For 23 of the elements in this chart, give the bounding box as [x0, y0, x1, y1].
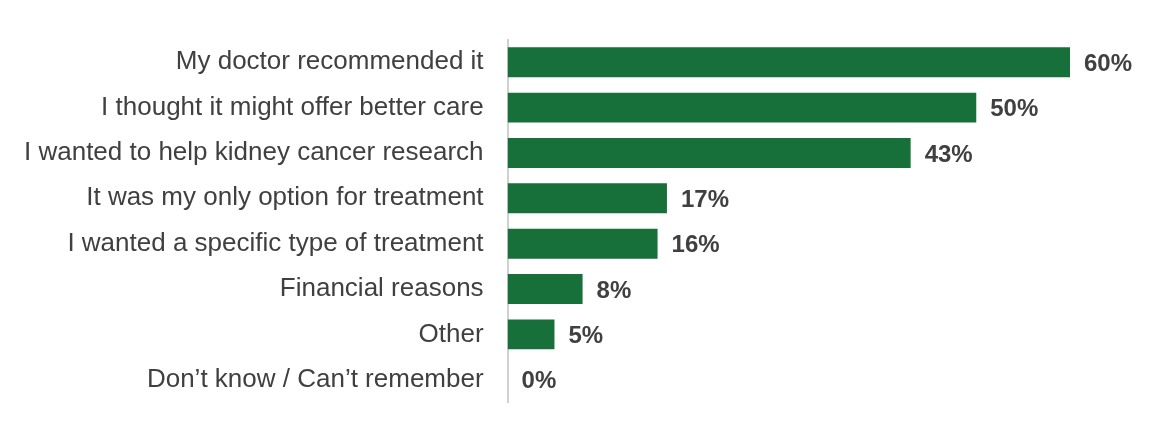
y-tick-label: My doctor recommended it [175, 45, 485, 76]
data-label: 60% [1084, 48, 1133, 76]
data-label: 17% [680, 184, 729, 212]
bar [507, 183, 667, 214]
data-label: 50% [990, 94, 1039, 122]
data-label: 0% [521, 366, 557, 394]
data-label: 5% [568, 321, 604, 348]
y-tick-label: Don’t know / Can’t remember [146, 362, 484, 393]
data-label: 8% [596, 275, 632, 303]
bar [507, 47, 1070, 78]
y-tick-label: I thought it might offer better care [101, 90, 484, 121]
y-tick-label: Financial reasons [279, 272, 484, 303]
y-tick-label: Other [418, 317, 484, 348]
bar [507, 319, 555, 350]
y-tick-label: I wanted a specific type of treatment [67, 226, 485, 257]
y-tick-label: I wanted to help kidney cancer research [23, 136, 484, 167]
bar [507, 228, 658, 259]
y-tick-label: It was my only option for treatment [86, 181, 485, 212]
bar [507, 274, 583, 304]
bar [507, 138, 911, 168]
data-label: 16% [671, 230, 720, 258]
data-label: 43% [924, 139, 973, 167]
bar [507, 92, 977, 123]
